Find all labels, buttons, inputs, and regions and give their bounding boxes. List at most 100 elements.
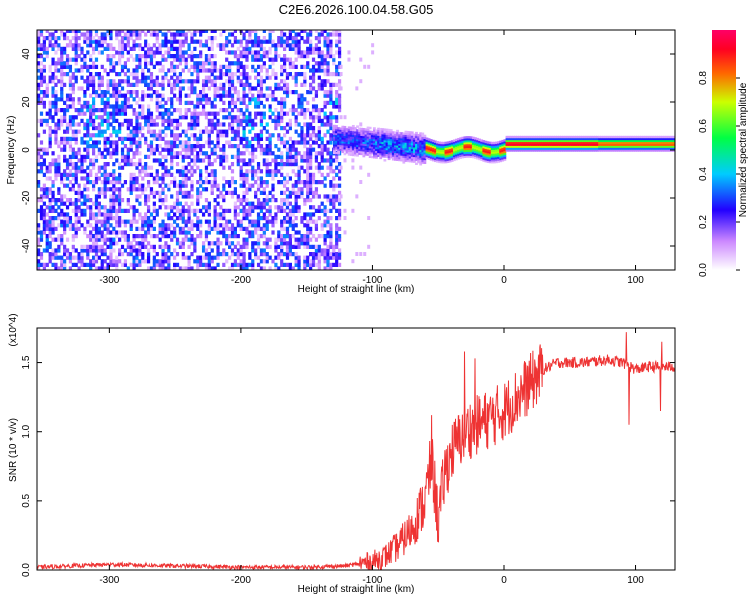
heatmap-cell xyxy=(158,230,162,235)
heatmap-cell xyxy=(394,133,397,136)
heatmap-cell xyxy=(337,169,342,174)
heatmap-cell xyxy=(51,118,55,123)
heatmap-cell xyxy=(155,172,159,177)
heatmap-cell xyxy=(280,259,284,264)
heatmap-cell xyxy=(109,104,113,109)
heatmap-cell xyxy=(109,32,113,37)
heatmap-cell xyxy=(335,148,338,151)
heatmap-cell xyxy=(391,142,395,146)
heatmap-cell xyxy=(300,190,304,195)
heatmap-cell xyxy=(372,142,376,146)
heatmap-cell xyxy=(164,36,168,41)
heatmap-cell xyxy=(152,32,156,37)
heatmap-cell xyxy=(300,64,304,69)
heatmap-cell xyxy=(476,153,479,156)
heatmap-cell xyxy=(152,219,156,224)
heatmap-cell xyxy=(57,216,61,221)
heatmap-cell xyxy=(161,115,165,120)
heatmap-cell xyxy=(326,147,330,152)
heatmap-cell xyxy=(265,194,269,199)
heatmap-cell xyxy=(306,140,310,145)
heatmap-cell xyxy=(317,111,321,116)
heatmap-cell xyxy=(123,72,128,77)
heatmap-cell xyxy=(97,43,101,48)
heatmap-cell xyxy=(216,223,220,228)
heatmap-cell xyxy=(248,82,252,87)
heatmap-cell xyxy=(118,90,122,95)
heatmap-cell xyxy=(277,118,281,123)
heatmap-cell xyxy=(404,132,408,136)
heatmap-cell xyxy=(80,262,84,267)
heatmap-cell xyxy=(45,50,49,55)
heatmap-cell xyxy=(225,252,229,257)
heatmap-cell xyxy=(242,126,246,131)
heatmap-cell xyxy=(415,143,418,146)
heatmap-cell xyxy=(419,159,423,162)
heatmap-cell xyxy=(207,162,211,167)
heatmap-cell xyxy=(196,39,200,44)
heatmap-cell xyxy=(329,118,333,123)
heatmap-cell xyxy=(303,154,307,159)
heatmap-cell xyxy=(385,144,389,147)
heatmap-cell xyxy=(236,162,240,167)
heatmap-cell xyxy=(291,39,295,44)
heatmap-cell xyxy=(158,50,162,55)
heatmap-cell xyxy=(120,154,125,159)
heatmap-cell xyxy=(181,172,185,177)
heatmap-cell xyxy=(103,180,107,185)
heatmap-cell xyxy=(326,54,330,59)
heatmap-cell xyxy=(282,241,287,246)
heatmap-cell xyxy=(476,145,479,148)
heatmap-cell xyxy=(335,237,339,242)
heatmap-cell xyxy=(225,129,229,134)
heatmap-cell xyxy=(505,135,509,139)
heatmap-cell xyxy=(280,226,284,231)
heatmap-cell xyxy=(152,259,156,264)
heatmap-cell xyxy=(314,30,319,33)
heatmap-cell xyxy=(138,248,142,253)
heatmap-cell xyxy=(178,133,183,138)
heatmap-cell xyxy=(387,134,391,138)
heatmap-cell xyxy=(332,149,336,153)
heatmap-cell xyxy=(309,126,313,131)
heatmap-cell xyxy=(204,252,209,257)
heatmap-cell xyxy=(343,125,347,129)
heatmap-cell xyxy=(505,149,509,152)
heatmap-cell xyxy=(297,111,301,116)
heatmap-cell xyxy=(233,212,237,217)
heatmap-cell xyxy=(239,226,243,231)
heatmap-cell xyxy=(74,151,78,156)
heatmap-cell xyxy=(216,194,220,199)
heatmap-cell xyxy=(280,201,284,206)
heatmap-cell xyxy=(86,234,90,239)
heatmap-cell xyxy=(497,154,500,157)
heatmap-cell xyxy=(51,46,55,51)
heatmap-cell xyxy=(115,100,119,105)
heatmap-cell xyxy=(118,208,122,213)
heatmap-cell xyxy=(484,152,488,155)
heatmap-cell xyxy=(74,136,78,141)
heatmap-cell xyxy=(288,223,292,228)
heatmap-cell xyxy=(225,241,229,246)
heatmap-cell xyxy=(68,180,73,185)
heatmap-cell xyxy=(480,147,484,150)
heatmap-cell xyxy=(37,252,41,257)
heatmap-cell xyxy=(109,133,113,138)
heatmap-cell xyxy=(68,68,73,73)
heatmap-cell xyxy=(423,138,427,141)
heatmap-cell xyxy=(158,93,162,98)
heatmap-cell xyxy=(170,234,174,239)
heatmap-cell xyxy=(303,266,307,270)
heatmap-cell xyxy=(80,136,84,141)
heatmap-cell xyxy=(251,136,255,141)
heatmap-cell xyxy=(118,165,122,170)
heatmap-cell xyxy=(63,111,67,116)
heatmap-cell xyxy=(271,61,275,66)
heatmap-cell xyxy=(467,136,471,139)
heatmap-cell xyxy=(181,43,185,48)
heatmap-cell xyxy=(54,50,58,55)
heatmap-cell xyxy=(126,241,130,246)
heatmap-cell xyxy=(268,46,272,51)
heatmap-cell xyxy=(152,262,156,267)
heatmap-cell xyxy=(71,97,75,102)
